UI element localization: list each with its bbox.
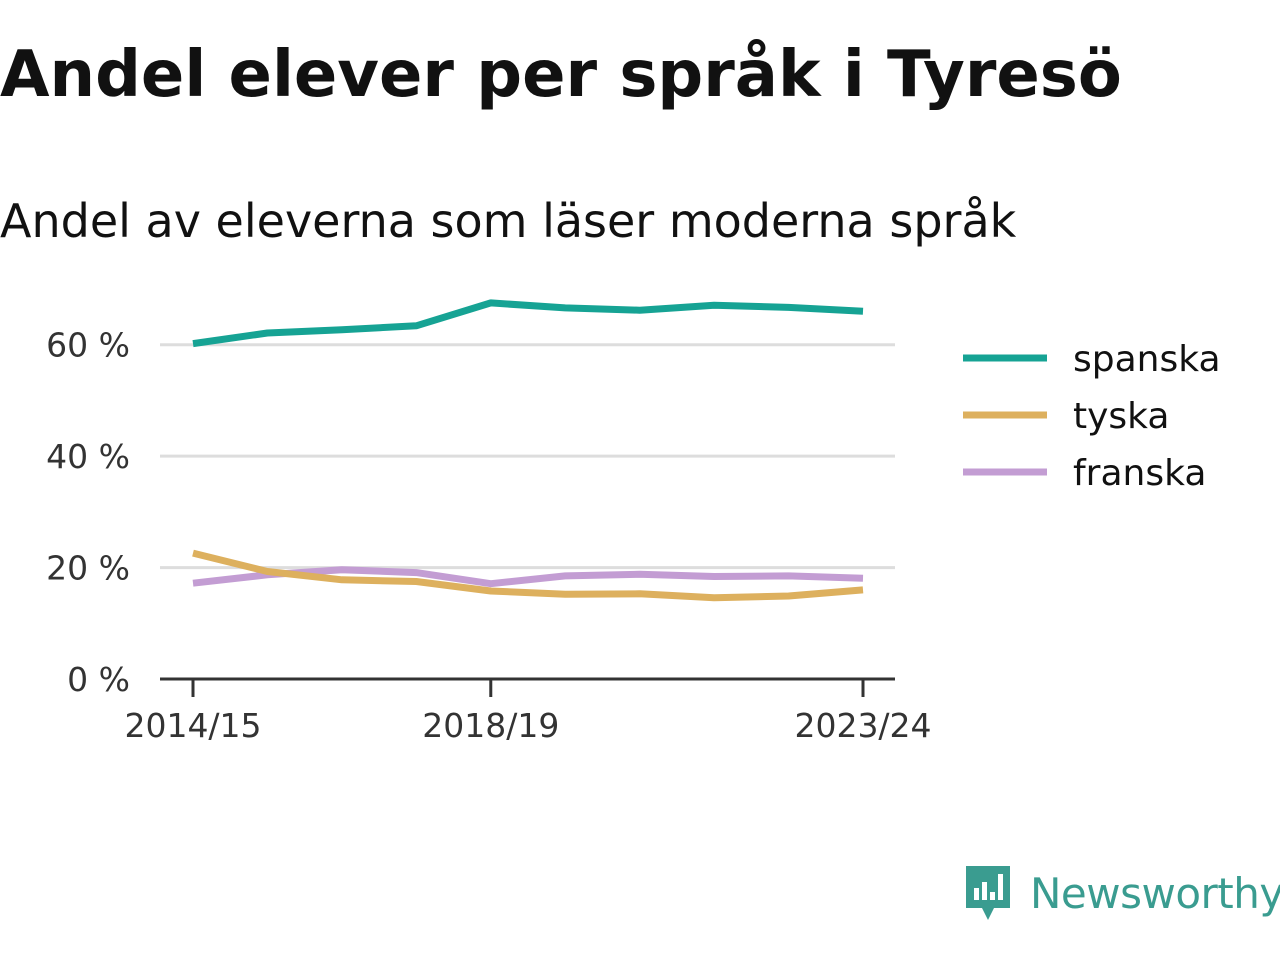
- newsworthy-logo-icon: [966, 866, 1010, 920]
- y-tick-label: 0 %: [67, 660, 130, 699]
- brand-name: Newsworthy: [1030, 868, 1280, 918]
- legend-label-tyska: tyska: [1073, 396, 1169, 437]
- series-line-spanska: [192, 299, 864, 348]
- series-line-tyska: [192, 549, 864, 602]
- brand-logo: Newsworthy: [962, 862, 1280, 924]
- chart-subtitle: Andel av eleverna som läser moderna språ…: [0, 194, 1017, 248]
- y-tick-label: 40 %: [46, 437, 130, 476]
- legend-label-franska: franska: [1073, 453, 1206, 494]
- x-tick-label: 2014/15: [124, 706, 261, 745]
- legend: spanska tyska franska: [963, 339, 1221, 494]
- y-tick-label: 20 %: [46, 549, 130, 588]
- series-lines: [192, 299, 864, 602]
- gridlines: [160, 343, 895, 570]
- x-tick-label: 2018/19: [422, 706, 559, 745]
- y-tick-label: 60 %: [46, 326, 130, 365]
- chart-title: Andel elever per språk i Tyresö: [0, 38, 1122, 112]
- axes: 0 % 20 % 40 % 60 % 2014/15 2018/19 2023/24: [46, 326, 931, 745]
- legend-label-spanska: spanska: [1073, 339, 1221, 380]
- x-tick-label: 2023/24: [794, 706, 931, 745]
